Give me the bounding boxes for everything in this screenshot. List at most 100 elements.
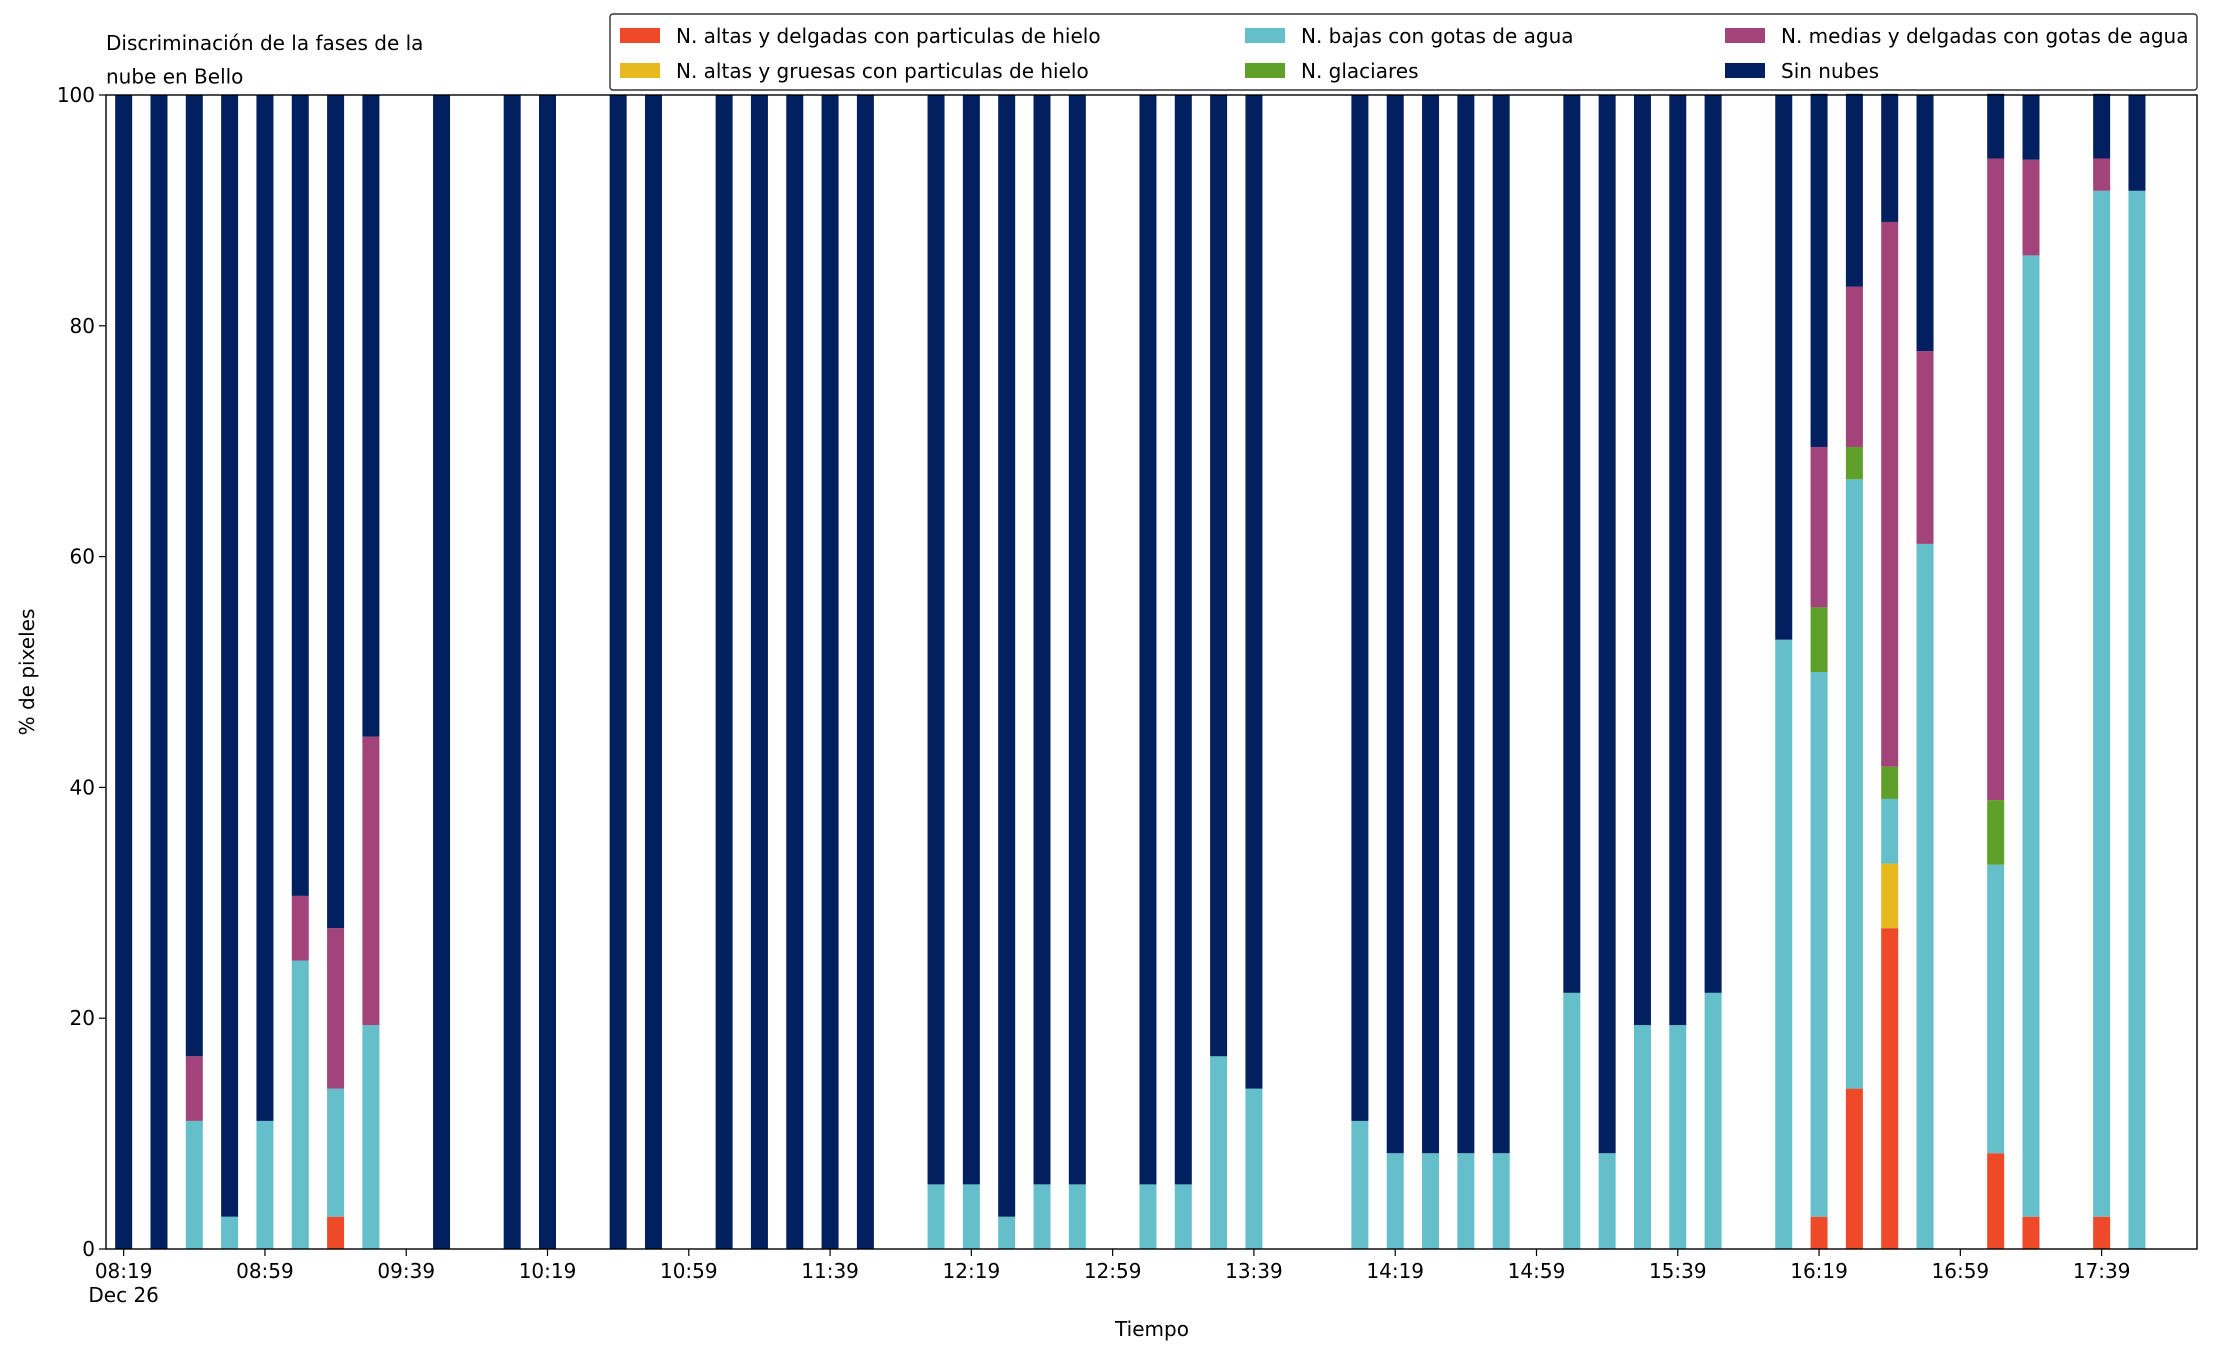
bar-segment bbox=[1210, 95, 1228, 1057]
bar-segment bbox=[715, 95, 733, 1249]
bar-segment bbox=[1916, 351, 1934, 544]
bar-segment bbox=[1422, 1153, 1440, 1249]
bar-segment bbox=[1351, 95, 1369, 1121]
bar-segment bbox=[998, 1216, 1016, 1249]
bar-segment bbox=[927, 95, 945, 1185]
legend-label: N. altas y gruesas con particulas de hie… bbox=[676, 59, 1089, 83]
bar-segment bbox=[1987, 1153, 2005, 1249]
y-axis-label: % de pixeles bbox=[15, 609, 39, 736]
bar-segment bbox=[327, 1088, 345, 1217]
bar-segment bbox=[1987, 800, 2005, 865]
bar-segment bbox=[1492, 95, 1510, 1154]
legend-label: N. bajas con gotas de agua bbox=[1301, 24, 1574, 48]
x-tick-label: 12:59 bbox=[1084, 1259, 1142, 1283]
x-tick-label: 13:39 bbox=[1225, 1259, 1283, 1283]
bar-segment bbox=[1598, 1153, 1616, 1249]
bar-segment bbox=[1987, 158, 2005, 801]
x-tick-label: 08:19 Dec 26 bbox=[88, 1259, 159, 1307]
bar-segment bbox=[1386, 1153, 1404, 1249]
legend-swatch bbox=[1245, 63, 1285, 78]
x-axis-label: Tiempo bbox=[1114, 1317, 1189, 1341]
bar-segment bbox=[1068, 1184, 1086, 1249]
bar-segment bbox=[1704, 95, 1722, 993]
bar-segment bbox=[1245, 1088, 1263, 1249]
bar-segment bbox=[927, 1184, 945, 1249]
bar-segment bbox=[1881, 863, 1899, 929]
bar-segment bbox=[1174, 95, 1192, 1185]
bar-segment bbox=[1916, 95, 1934, 352]
bar-segment bbox=[185, 1120, 203, 1249]
bar-segment bbox=[2022, 95, 2040, 160]
bar-segment bbox=[1810, 607, 1828, 672]
bar-segment bbox=[221, 95, 239, 1217]
bar-segment bbox=[256, 95, 274, 1121]
bar-segment bbox=[1563, 992, 1581, 1249]
bar-segment bbox=[750, 95, 768, 1249]
legend-label: Sin nubes bbox=[1781, 59, 1879, 83]
x-tick-label: 17:39 bbox=[2073, 1259, 2131, 1283]
bar-segment bbox=[1669, 1025, 1687, 1249]
bar-segment bbox=[1422, 95, 1440, 1154]
x-tick-label: 09:39 bbox=[377, 1259, 435, 1283]
bar-segment bbox=[1881, 221, 1899, 767]
bar-segment bbox=[998, 95, 1016, 1217]
bar-segment bbox=[221, 1216, 239, 1249]
bar-segment bbox=[821, 95, 839, 1249]
bar-segment bbox=[1845, 93, 1863, 287]
bar-segment bbox=[962, 95, 980, 1185]
x-tick-label: 16:19 bbox=[1790, 1259, 1848, 1283]
bar-segment bbox=[1845, 479, 1863, 1089]
bar-segment bbox=[291, 895, 309, 961]
x-tick-label: 10:59 bbox=[660, 1259, 718, 1283]
bar-segment bbox=[2093, 190, 2111, 1217]
bar-segment bbox=[291, 95, 309, 896]
legend-label: N. glaciares bbox=[1301, 59, 1419, 83]
bar-segment bbox=[433, 95, 451, 1249]
bar-segment bbox=[1386, 95, 1404, 1154]
legend-swatch bbox=[620, 63, 660, 78]
y-tick-label: 100 bbox=[57, 83, 95, 107]
y-tick-label: 40 bbox=[70, 775, 95, 799]
bar-segment bbox=[2093, 158, 2111, 191]
bar-segment bbox=[1669, 95, 1687, 1026]
bar-segment bbox=[185, 1056, 203, 1121]
bar-segment bbox=[1845, 1088, 1863, 1249]
bar-segment bbox=[1174, 1184, 1192, 1249]
bar-segment bbox=[1810, 446, 1828, 608]
x-tick-label: 10:19 bbox=[519, 1259, 577, 1283]
x-tick-label: 15:39 bbox=[1649, 1259, 1707, 1283]
bar-segment bbox=[256, 1120, 274, 1249]
bar-segment bbox=[1139, 95, 1157, 1185]
bar-segment bbox=[1810, 672, 1828, 1217]
bar-segment bbox=[1351, 1120, 1369, 1249]
x-tick-label: 11:39 bbox=[801, 1259, 859, 1283]
bar-segment bbox=[185, 95, 203, 1057]
bar-segment bbox=[362, 95, 380, 737]
bar-segment bbox=[1916, 543, 1934, 1249]
legend-label: N. medias y delgadas con gotas de agua bbox=[1781, 24, 2189, 48]
chart-title: Discriminación de la fases de la nube en … bbox=[106, 31, 423, 89]
plot-frame bbox=[105, 94, 2198, 1250]
y-tick-label: 60 bbox=[70, 545, 95, 569]
bar-segment bbox=[609, 95, 627, 1249]
x-tick-label: 12:19 bbox=[943, 1259, 1001, 1283]
bar-segment bbox=[2093, 1216, 2111, 1249]
bar-segment bbox=[2093, 93, 2111, 159]
bar-segment bbox=[786, 95, 804, 1249]
bar-segment bbox=[2022, 1216, 2040, 1249]
bar-segment bbox=[1810, 1216, 1828, 1249]
bar-segment bbox=[1987, 93, 2005, 159]
bar-segment bbox=[1987, 864, 2005, 1154]
bar-segment bbox=[1492, 1153, 1510, 1249]
bar-segment bbox=[856, 95, 874, 1249]
bar-segment bbox=[1775, 95, 1793, 640]
bar-segment bbox=[2022, 159, 2040, 256]
bar-segment bbox=[1633, 95, 1651, 1026]
bar-segment bbox=[1457, 1153, 1475, 1249]
bar-segment bbox=[2128, 95, 2146, 191]
bar-segment bbox=[962, 1184, 980, 1249]
bar-segment bbox=[1881, 93, 1899, 222]
bar-segment bbox=[1881, 766, 1899, 799]
bar-segment bbox=[2022, 255, 2040, 1217]
